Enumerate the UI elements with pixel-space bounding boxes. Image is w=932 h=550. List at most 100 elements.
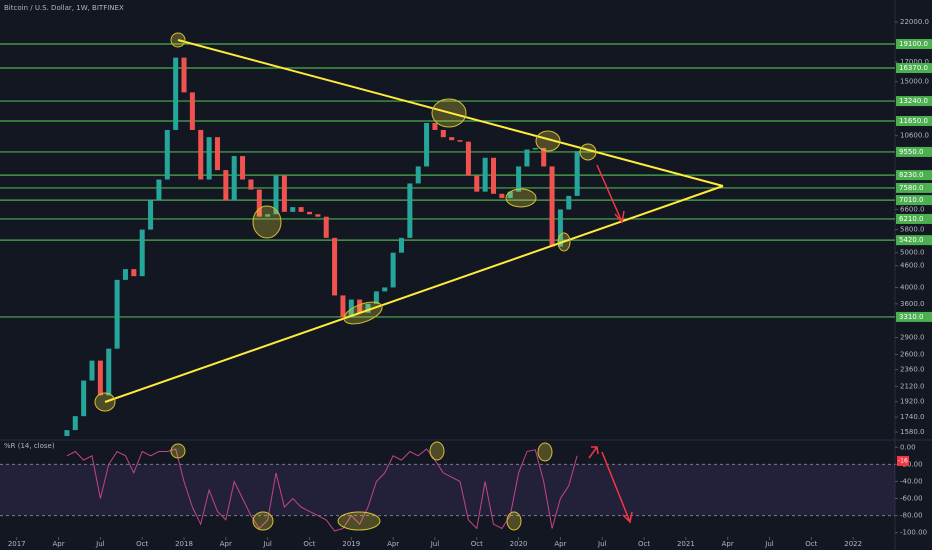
candle-body [240,156,246,180]
candle-body [566,195,572,210]
candle-body [474,175,480,192]
highlight [170,32,186,48]
y-tick-label: 4600.0 [900,262,925,270]
candle-body [574,151,580,196]
x-tick-label: Oct [136,540,148,548]
y-tick-label: 10600.0 [900,132,929,140]
candle-body [382,287,388,292]
level-tag [896,170,932,181]
trend-line [177,39,724,187]
level-label: 3310.0 [899,313,924,321]
level-tag [896,195,932,206]
chart-title: Bitcoin / U.S. Dollar, 1W, BITFINEX [4,4,124,12]
level-tag [896,182,932,193]
x-tick-label: Jul [764,540,774,548]
candle-body [64,430,70,437]
level-label: 9550.0 [899,148,924,156]
drawings [94,32,724,531]
y-tick-label: 2900.0 [900,334,925,342]
y-tick-label: 2120.0 [900,382,925,390]
last-value-tag [897,455,909,466]
candle-body [89,360,95,381]
highlight [557,232,571,252]
candle-body [173,57,179,130]
projection-arrow [588,446,633,524]
highlight [505,188,537,208]
candle-body [532,147,538,150]
level-tag [896,115,932,126]
candle-body [499,193,505,199]
candle-body [432,123,438,130]
candle-body [482,157,488,192]
x-tick-label: Oct [303,540,315,548]
candle-body [457,140,463,142]
candle-body [323,216,329,238]
highlight [579,143,597,161]
candle-body [315,214,321,217]
x-tick-label: Jul [95,540,105,548]
level-tag [896,39,932,50]
last-value-label: -16 [898,457,908,464]
y-tick-label: 6600.0 [900,205,925,213]
highlight [170,443,186,459]
level-tag [896,63,932,74]
candle-body [490,157,497,194]
candle-body [214,137,220,171]
candle-body [114,279,120,349]
candle-body [407,183,413,238]
y-tick-label: 1740.0 [900,413,925,421]
candle-body [206,137,212,180]
candle-body [306,211,312,215]
candle-body [265,214,271,217]
y-tick-label: 2360.0 [900,366,925,374]
x-tick-label: Jul [597,540,607,548]
candle-body [281,175,287,212]
candle-body [148,200,154,230]
x-tick-label: Apr [554,540,566,548]
level-tag [896,235,932,246]
x-tick-label: Oct [471,540,483,548]
level-label: 11650.0 [899,117,928,125]
y-tick-label: -40.00 [900,477,923,485]
y-tick-label: 17000.0 [900,58,929,66]
candle-body [332,237,338,296]
highlight [535,130,561,152]
highlight [429,441,445,461]
candle-body [106,348,112,396]
level-label: 5420.0 [899,236,924,244]
level-label: 19100.0 [899,40,928,48]
y-tick-label: 0.00 [900,443,916,451]
x-tick-label: Oct [805,540,817,548]
level-tag [896,213,932,224]
candle-body [516,166,522,192]
y-tick-label: -60.00 [900,495,923,503]
y-tick-label: 1580.0 [900,428,925,436]
candle-body [164,129,170,180]
candle-body [541,147,547,167]
x-tick-label: Jul [430,540,440,548]
y-tick-label: 5000.0 [900,249,925,257]
y-tick-label: 22000.0 [900,18,929,26]
candle-body [340,295,346,318]
candle-body [198,129,204,180]
y-tick-label: 5800.0 [900,226,925,234]
level-label: 6210.0 [899,215,924,223]
candle-body [524,149,530,167]
level-label: 16370.0 [899,64,928,72]
x-tick-label: 2019 [342,540,360,548]
candle-body [181,57,187,93]
highlight [252,511,274,531]
candle-body [81,380,87,417]
candle-body [223,170,229,201]
level-tag [896,311,932,322]
y-tick-label: -100.00 [900,529,927,537]
x-tick-label: Apr [52,540,64,548]
candle-body [248,179,254,190]
highlight [431,98,467,128]
y-tick-label: 15000.0 [900,78,929,86]
candle-body [131,269,137,277]
indicator-name: %R (14, close) [4,442,55,450]
indicator-line [66,448,578,532]
x-tick-label: 2022 [844,540,862,548]
